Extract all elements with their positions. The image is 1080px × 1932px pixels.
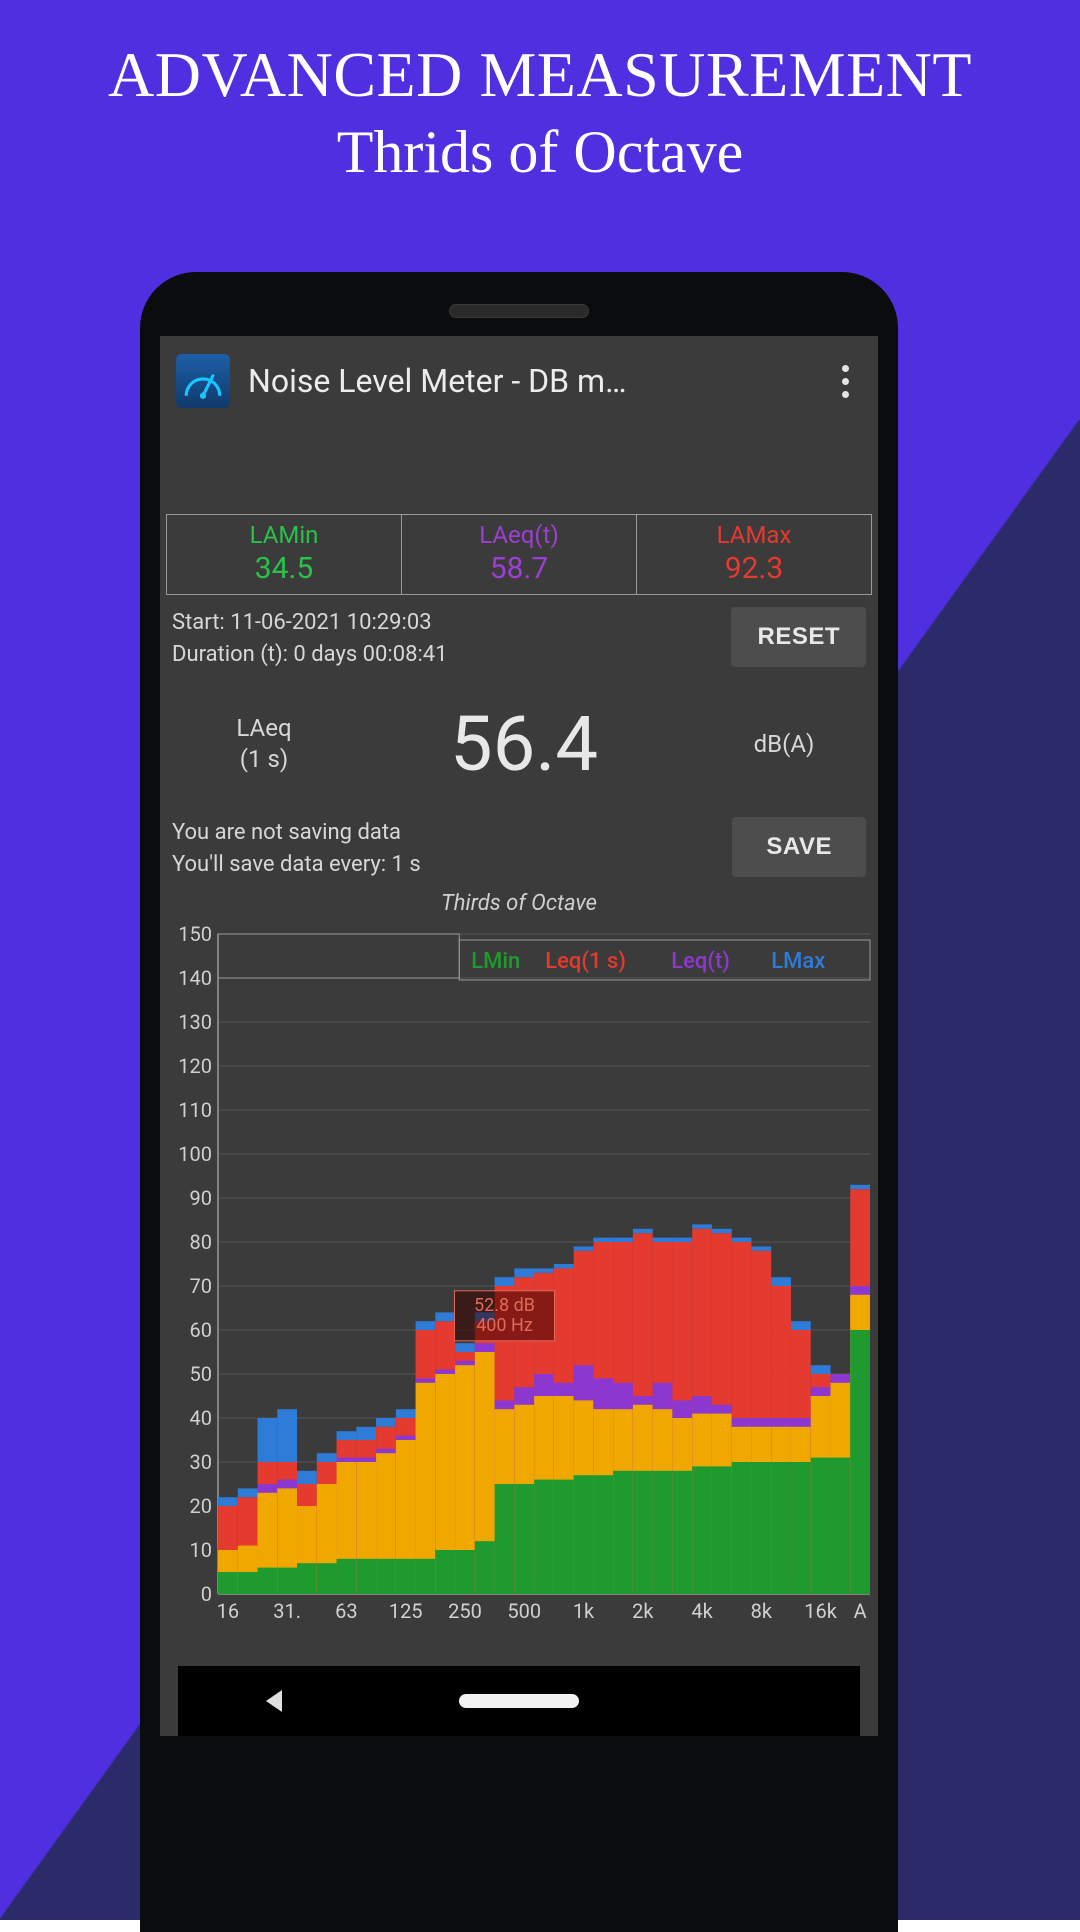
- save-row: You are not saving data You'll save data…: [166, 799, 872, 881]
- svg-text:2k: 2k: [632, 1599, 654, 1623]
- svg-text:31.: 31.: [273, 1599, 301, 1623]
- promo-title-line1: ADVANCED MEASUREMENT: [0, 38, 1080, 112]
- svg-text:LMax: LMax: [771, 949, 825, 974]
- svg-text:50: 50: [190, 1362, 212, 1386]
- svg-text:20: 20: [190, 1494, 212, 1518]
- stats-cell-lamin: LAMin 34.5: [167, 515, 402, 594]
- svg-text:250: 250: [448, 1599, 482, 1623]
- svg-text:125: 125: [389, 1599, 423, 1623]
- lamax-value: 92.3: [637, 551, 871, 586]
- svg-text:130: 130: [178, 1010, 212, 1034]
- stats-table: LAMin 34.5 LAeq(t) 58.7 LAMax 92.3: [166, 514, 872, 595]
- reading-unit: dB(A): [714, 730, 854, 758]
- svg-text:Leq(t): Leq(t): [671, 949, 730, 974]
- svg-text:8k: 8k: [751, 1599, 773, 1623]
- stats-cell-lamax: LAMax 92.3: [637, 515, 871, 594]
- nav-back-icon[interactable]: [266, 1690, 282, 1712]
- svg-text:500: 500: [507, 1599, 541, 1623]
- svg-text:30: 30: [190, 1450, 212, 1474]
- svg-text:10: 10: [190, 1538, 212, 1562]
- svg-text:400 Hz: 400 Hz: [476, 1314, 533, 1335]
- duration-line: Duration (t): 0 days 00:08:41: [172, 639, 721, 671]
- app-title: Noise Level Meter - DB m…: [248, 362, 810, 400]
- lamin-value: 34.5: [167, 551, 401, 586]
- svg-text:63: 63: [335, 1599, 357, 1623]
- svg-text:LMin: LMin: [471, 949, 520, 974]
- promo-title-line2: Thrids of Octave: [0, 118, 1080, 187]
- save-text: You are not saving data You'll save data…: [172, 817, 722, 881]
- phone-speaker: [449, 304, 589, 318]
- meta-text: Start: 11-06-2021 10:29:03 Duration (t):…: [172, 607, 721, 671]
- laeqt-value: 58.7: [402, 551, 636, 586]
- svg-text:120: 120: [178, 1054, 212, 1078]
- save-line2: You'll save data every: 1 s: [172, 849, 722, 881]
- nav-home-pill[interactable]: [459, 1694, 579, 1708]
- chart-title: Thirds of Octave: [166, 891, 872, 916]
- reset-button[interactable]: RESET: [731, 607, 866, 667]
- app-screen: Noise Level Meter - DB m… LAMin 34.5 LAe…: [160, 336, 878, 1736]
- svg-text:16: 16: [217, 1599, 239, 1623]
- svg-text:0: 0: [201, 1582, 212, 1606]
- chart-svg[interactable]: 0 10 20 30 40 50 60 70 80 90 100 110 120 130 140 150 16 3…: [166, 926, 872, 1626]
- save-line1: You are not saving data: [172, 817, 722, 849]
- svg-text:60: 60: [190, 1318, 212, 1342]
- reading-left-label: LAeq (1 s): [194, 713, 334, 775]
- svg-text:52.8 dB: 52.8 dB: [474, 1294, 535, 1315]
- reading-value: 56.4: [334, 699, 714, 789]
- overflow-menu-icon[interactable]: [828, 365, 862, 398]
- svg-text:1k: 1k: [573, 1599, 595, 1623]
- svg-text:140: 140: [178, 966, 212, 990]
- svg-text:110: 110: [178, 1098, 212, 1122]
- android-nav-bar: [178, 1666, 860, 1736]
- svg-text:100: 100: [178, 1142, 212, 1166]
- svg-text:16k: 16k: [804, 1599, 837, 1623]
- svg-text:A: A: [854, 1599, 867, 1623]
- lamin-label: LAMin: [167, 521, 401, 549]
- save-button[interactable]: SAVE: [732, 817, 866, 877]
- start-line: Start: 11-06-2021 10:29:03: [172, 607, 721, 639]
- laeqt-label: LAeq(t): [402, 521, 636, 549]
- svg-text:90: 90: [190, 1186, 212, 1210]
- lamax-label: LAMax: [637, 521, 871, 549]
- svg-text:4k: 4k: [691, 1599, 713, 1623]
- phone-frame: Noise Level Meter - DB m… LAMin 34.5 LAe…: [140, 272, 898, 1932]
- octave-chart: 0 10 20 30 40 50 60 70 80 90 100 110 120 130 140 150 16 3…: [166, 926, 872, 1626]
- main-reading: LAeq (1 s) 56.4 dB(A): [166, 671, 872, 799]
- svg-text:Leq(1 s): Leq(1 s): [545, 949, 626, 974]
- app-bar: Noise Level Meter - DB m…: [160, 336, 878, 426]
- svg-text:40: 40: [190, 1406, 212, 1430]
- svg-text:70: 70: [190, 1274, 212, 1298]
- app-icon: [176, 354, 230, 408]
- meta-row: Start: 11-06-2021 10:29:03 Duration (t):…: [166, 595, 872, 671]
- stats-cell-laeqt: LAeq(t) 58.7: [402, 515, 637, 594]
- promo-title: ADVANCED MEASUREMENT Thrids of Octave: [0, 38, 1080, 187]
- svg-text:80: 80: [190, 1230, 212, 1254]
- svg-text:150: 150: [178, 926, 212, 946]
